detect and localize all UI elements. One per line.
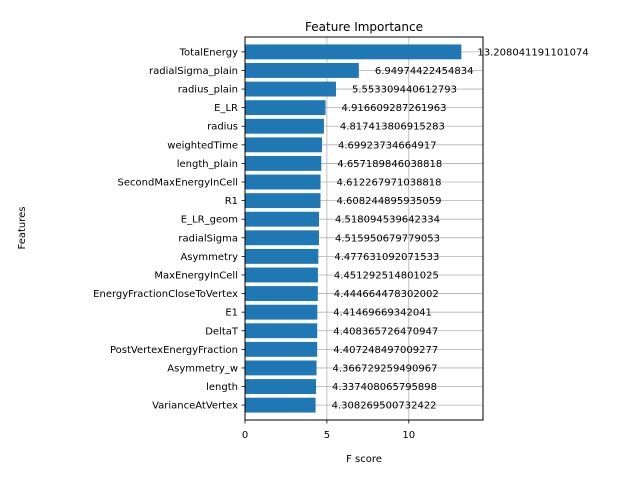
bar bbox=[245, 100, 326, 116]
y-tick-label: length_plain bbox=[177, 159, 238, 170]
x-ticks-layer: 0 5 10 bbox=[242, 420, 415, 441]
value-label: 4.817413806915283 bbox=[340, 122, 445, 133]
value-label: 13.208041191101074 bbox=[477, 47, 588, 58]
bar bbox=[245, 63, 359, 78]
bar bbox=[245, 230, 319, 246]
y-ticks-layer: TotalEnergy radialSigma_plain radius_plain… bbox=[93, 47, 245, 412]
bar bbox=[245, 341, 318, 357]
value-label: 4.444664478302002 bbox=[334, 289, 439, 300]
y-tick-label: VarianceAtVertex bbox=[152, 401, 238, 412]
bar bbox=[245, 267, 318, 283]
value-label: 4.308269500732422 bbox=[332, 401, 437, 412]
y-tick-label: SecondMaxEnergyInCell bbox=[118, 178, 238, 189]
bar bbox=[245, 44, 462, 60]
bar bbox=[245, 174, 321, 190]
y-tick-label: radius_plain bbox=[178, 85, 238, 96]
value-label: 5.553309440612793 bbox=[352, 85, 457, 96]
value-label: 6.94974422454834 bbox=[375, 66, 474, 77]
y-tick-label: radialSigma bbox=[178, 233, 238, 244]
chart-title: Feature Importance bbox=[305, 20, 423, 34]
value-label: 4.477631092071533 bbox=[334, 252, 439, 263]
y-tick-label: EnergyFractionCloseToVertex bbox=[93, 289, 238, 300]
value-label: 4.69923734664917 bbox=[338, 140, 437, 151]
value-label: 4.612267971038818 bbox=[337, 178, 442, 189]
y-tick-label: Asymmetry bbox=[180, 252, 238, 263]
y-tick-label: E_LR_geom bbox=[181, 215, 238, 226]
bar bbox=[245, 304, 318, 320]
value-label: 4.366729259490967 bbox=[333, 363, 438, 374]
y-tick-label: length bbox=[206, 382, 238, 393]
value-label: 4.41469669342041 bbox=[333, 308, 432, 319]
value-label: 4.337408065795898 bbox=[332, 382, 437, 393]
y-tick-label: weightedTime bbox=[167, 140, 238, 151]
bar bbox=[245, 323, 318, 339]
y-tick-label: PostVertexEnergyFraction bbox=[110, 345, 238, 356]
x-tick-label: 0 bbox=[242, 430, 248, 441]
y-tick-label: E_LR bbox=[214, 103, 238, 114]
x-axis-label: F score bbox=[346, 454, 382, 465]
bar bbox=[245, 397, 316, 413]
value-label: 4.408365726470947 bbox=[333, 326, 438, 337]
plot-frame bbox=[244, 36, 484, 421]
y-axis-label: Features bbox=[17, 207, 28, 250]
bars-layer bbox=[245, 44, 462, 413]
y-tick-label: R1 bbox=[225, 196, 238, 207]
bar bbox=[245, 211, 320, 227]
bar bbox=[245, 286, 318, 302]
value-label: 4.451292514801025 bbox=[334, 270, 439, 281]
bar bbox=[245, 155, 322, 171]
y-tick-label: Asymmetry_w bbox=[167, 363, 238, 374]
bar bbox=[245, 193, 321, 209]
bar bbox=[245, 118, 324, 134]
y-tick-label: E1 bbox=[225, 308, 238, 319]
x-tick-label: 5 bbox=[324, 430, 330, 441]
value-label: 4.407248497009277 bbox=[333, 345, 438, 356]
y-tick-label: DeltaT bbox=[205, 326, 239, 337]
bar bbox=[245, 360, 317, 376]
value-label: 4.518094539642334 bbox=[335, 215, 440, 226]
bar bbox=[245, 137, 322, 153]
y-tick-label: MaxEnergyInCell bbox=[154, 270, 238, 281]
x-tick-label: 10 bbox=[402, 430, 415, 441]
bar bbox=[245, 248, 319, 264]
bar bbox=[245, 81, 336, 97]
y-tick-label: radialSigma_plain bbox=[149, 66, 238, 77]
value-label: 4.657189846038818 bbox=[337, 159, 442, 170]
value-label: 4.515950679779053 bbox=[335, 233, 440, 244]
y-tick-label: TotalEnergy bbox=[179, 47, 238, 58]
value-label: 4.916609287261963 bbox=[342, 103, 447, 114]
y-tick-label: radius bbox=[207, 122, 238, 133]
value-label: 4.608244895935059 bbox=[336, 196, 441, 207]
bar bbox=[245, 379, 317, 394]
